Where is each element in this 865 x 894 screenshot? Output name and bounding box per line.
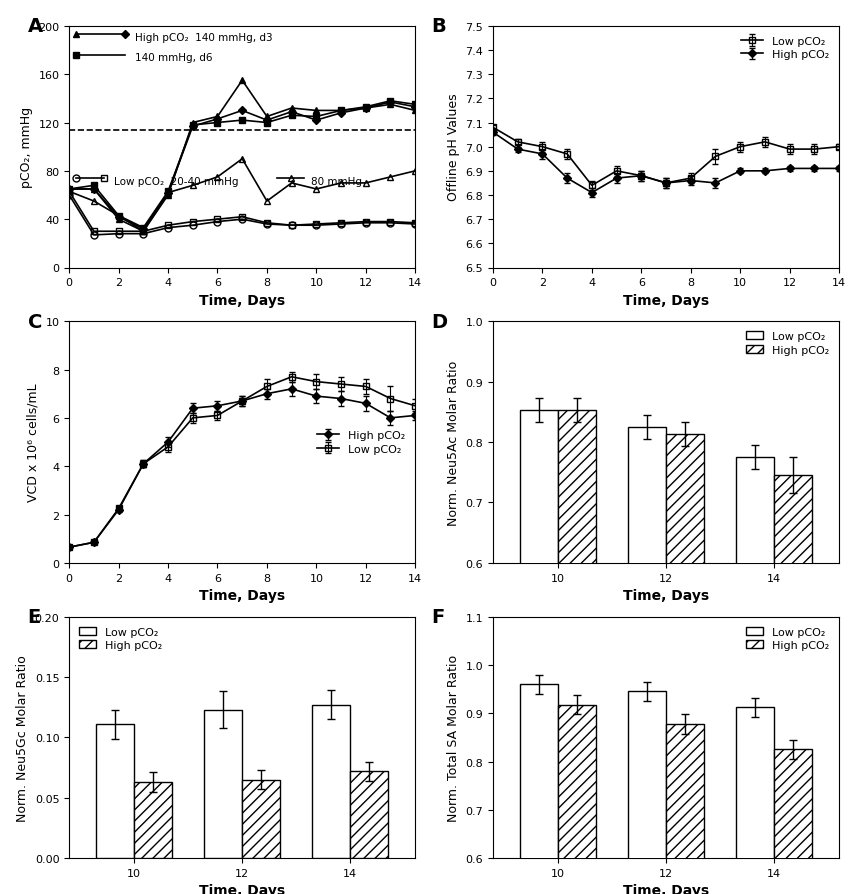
Text: E: E — [28, 607, 41, 626]
Text: 140 mmHg, d6: 140 mmHg, d6 — [135, 54, 213, 63]
Bar — [736, 708, 774, 894]
Text: High pCO₂  140 mmHg, d3: High pCO₂ 140 mmHg, d3 — [135, 33, 272, 43]
Bar — [312, 705, 350, 858]
Text: Low pCO₂  20-40 mmHg: Low pCO₂ 20-40 mmHg — [114, 176, 239, 187]
X-axis label: Time, Days: Time, Days — [199, 293, 285, 308]
Bar — [520, 685, 558, 894]
X-axis label: Time, Days: Time, Days — [199, 588, 285, 603]
Y-axis label: Norm. Total SA Molar Ratio: Norm. Total SA Molar Ratio — [447, 654, 460, 821]
X-axis label: Time, Days: Time, Days — [199, 883, 285, 894]
Bar — [628, 427, 666, 894]
Y-axis label: Offline pH Values: Offline pH Values — [447, 94, 460, 201]
Legend: Low pCO₂, High pCO₂: Low pCO₂, High pCO₂ — [74, 622, 166, 654]
Bar — [96, 724, 134, 858]
Bar — [774, 476, 812, 894]
Bar — [666, 724, 704, 894]
Legend: Low pCO₂, High pCO₂: Low pCO₂, High pCO₂ — [736, 32, 834, 64]
Bar — [558, 704, 596, 894]
Bar — [134, 782, 172, 858]
Bar — [520, 410, 558, 894]
Legend: High pCO₂, Low pCO₂: High pCO₂, Low pCO₂ — [312, 426, 410, 459]
Bar — [666, 434, 704, 894]
Text: A: A — [28, 17, 42, 36]
X-axis label: Time, Days: Time, Days — [623, 588, 709, 603]
Bar — [242, 780, 280, 858]
Bar — [204, 710, 242, 858]
Bar — [350, 772, 388, 858]
Text: C: C — [28, 312, 42, 331]
Text: F: F — [431, 607, 444, 626]
Text: 80 mmHg: 80 mmHg — [311, 176, 362, 187]
Y-axis label: Norm. Neu5Ac Molar Ratio: Norm. Neu5Ac Molar Ratio — [447, 360, 460, 525]
Text: D: D — [431, 312, 447, 331]
Bar — [774, 749, 812, 894]
Legend: Low pCO₂, High pCO₂: Low pCO₂, High pCO₂ — [742, 622, 834, 654]
Y-axis label: VCD x 10⁶ cells/mL: VCD x 10⁶ cells/mL — [27, 384, 40, 502]
Y-axis label: Norm. Neu5Gc Molar Ratio: Norm. Neu5Gc Molar Ratio — [16, 654, 29, 821]
Text: B: B — [431, 17, 445, 36]
Legend: Low pCO₂, High pCO₂: Low pCO₂, High pCO₂ — [742, 327, 834, 359]
X-axis label: Time, Days: Time, Days — [623, 883, 709, 894]
Bar — [558, 410, 596, 894]
Y-axis label: pCO₂, mmHg: pCO₂, mmHg — [20, 107, 33, 188]
Bar — [628, 692, 666, 894]
X-axis label: Time, Days: Time, Days — [623, 293, 709, 308]
Bar — [736, 458, 774, 894]
